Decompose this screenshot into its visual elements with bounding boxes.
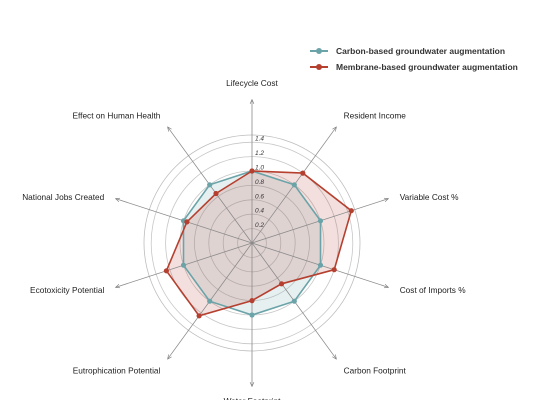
axis-label-2: Variable Cost % bbox=[400, 192, 459, 202]
tick-label-2: 0.6 bbox=[255, 193, 264, 200]
axis-label-4: Carbon Footprint bbox=[344, 366, 407, 376]
legend-swatch-membrane bbox=[310, 64, 328, 70]
legend-item-carbon: Carbon-based groundwater augmentation bbox=[310, 43, 518, 59]
axis-label-7: Ecotoxicity Potential bbox=[30, 285, 104, 295]
axis-label-6: Eutrophication Potential bbox=[73, 366, 161, 376]
series-0-point-3 bbox=[317, 262, 324, 268]
axis-label-5: Water Footprint bbox=[224, 396, 282, 400]
axis-label-1: Resident Income bbox=[344, 111, 407, 121]
series-1-point-5 bbox=[249, 298, 255, 304]
legend-swatch-carbon bbox=[310, 48, 328, 54]
tick-label-6: 1.4 bbox=[255, 136, 264, 143]
series-0-point-7 bbox=[180, 262, 187, 268]
series-1-point-8 bbox=[184, 219, 190, 225]
series-0-point-1 bbox=[291, 182, 297, 188]
series-0-point-4 bbox=[291, 298, 297, 304]
series-fill-1 bbox=[166, 171, 352, 316]
series-0-point-5 bbox=[249, 312, 255, 318]
tick-label-0: 0.2 bbox=[255, 222, 264, 229]
series-1-point-7 bbox=[163, 268, 169, 274]
tick-label-3: 0.8 bbox=[255, 179, 264, 186]
tick-label-4: 1.0 bbox=[255, 165, 264, 172]
series-1-point-9 bbox=[213, 190, 219, 197]
axis-label-9: Effect on Human Health bbox=[72, 111, 160, 121]
series-1-point-2 bbox=[348, 208, 354, 214]
series-1-point-3 bbox=[331, 267, 337, 273]
series-0-point-2 bbox=[317, 218, 324, 224]
axis-label-0: Lifecycle Cost bbox=[226, 78, 278, 88]
tick-label-1: 0.4 bbox=[255, 208, 264, 215]
axis-label-3: Cost of Imports % bbox=[400, 285, 467, 295]
series-0-point-6 bbox=[207, 298, 213, 304]
tick-label-5: 1.2 bbox=[255, 150, 264, 157]
legend-item-membrane: Membrane-based groundwater augmentation bbox=[310, 59, 518, 75]
legend-label-membrane: Membrane-based groundwater augmentation bbox=[336, 62, 518, 72]
series-0-point-9 bbox=[207, 182, 213, 188]
legend: Carbon-based groundwater augmentation Me… bbox=[310, 43, 518, 75]
series-1-point-6 bbox=[196, 313, 202, 319]
series-1-point-0 bbox=[249, 168, 255, 174]
axis-label-8: National Jobs Created bbox=[22, 192, 104, 202]
series-1-point-4 bbox=[279, 281, 285, 287]
series-1-point-1 bbox=[300, 170, 306, 176]
legend-label-carbon: Carbon-based groundwater augmentation bbox=[336, 46, 506, 56]
